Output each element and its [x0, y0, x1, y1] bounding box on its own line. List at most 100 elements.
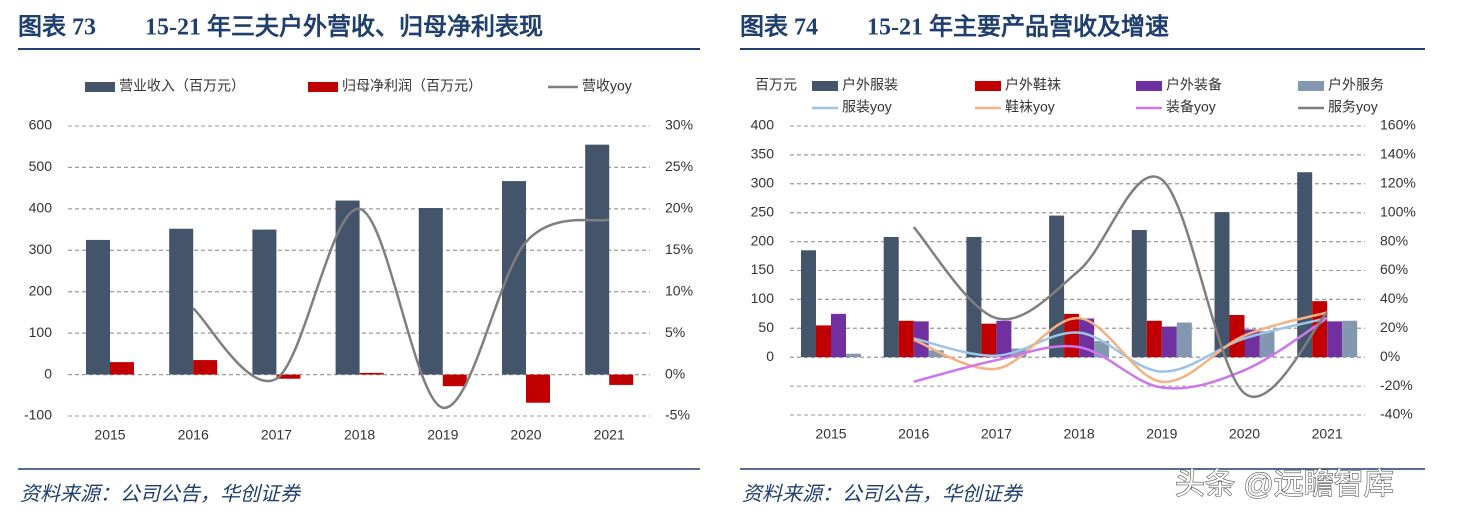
y-tick-label: 400: [29, 200, 53, 216]
y-tick-label: 400: [751, 117, 775, 133]
bar: [193, 360, 218, 375]
x-tick-label: 2020: [510, 427, 541, 443]
x-tick-label: 2015: [815, 426, 846, 442]
y-tick-label: 250: [751, 203, 775, 219]
bar: [981, 323, 997, 358]
bar: [110, 362, 134, 375]
x-tick-label: 2015: [94, 427, 125, 443]
y2-tick-label: -40%: [1380, 406, 1413, 422]
watermark: 头条 @远瞻智库: [1175, 468, 1394, 501]
bar: [1214, 212, 1230, 358]
legend-swatch: [975, 81, 1001, 91]
bar: [1297, 172, 1313, 358]
bar: [1259, 331, 1275, 358]
y-tick-label: 150: [751, 261, 775, 277]
y2-tick-label: 10%: [665, 282, 693, 298]
y-tick-label: 100: [29, 324, 53, 340]
y2-tick-label: 80%: [1380, 232, 1408, 248]
legend-swatch: [1136, 81, 1162, 91]
y2-tick-label: -5%: [665, 407, 690, 423]
y2-tick-label: 120%: [1380, 175, 1416, 191]
legend-label: 鞋袜yoy: [1005, 99, 1055, 115]
x-tick-label: 2018: [1064, 426, 1095, 442]
x-tick-label: 2019: [1146, 426, 1177, 442]
legend-label: 营业收入（百万元）: [119, 78, 245, 94]
line-series: [913, 311, 1328, 384]
figure-number: 图表 74: [740, 14, 818, 41]
legend-label: 户外鞋袜: [1005, 77, 1061, 93]
x-tick-label: 2019: [427, 427, 458, 443]
x-tick-label: 2018: [344, 427, 375, 443]
bar: [846, 353, 861, 358]
legend-label: 户外服装: [842, 77, 898, 93]
legend-swatch: [1298, 81, 1324, 91]
bar: [898, 320, 914, 358]
y2-tick-label: 5%: [665, 324, 685, 340]
y-tick-label: 300: [29, 241, 53, 257]
source-note: 资料来源：公司公告，华创证券: [20, 484, 302, 506]
line-series: [913, 316, 1328, 373]
legend-label: 装备yoy: [1166, 99, 1216, 115]
x-tick-label: 2016: [898, 426, 929, 442]
x-tick-label: 2016: [178, 427, 209, 443]
x-tick-label: 2021: [594, 427, 625, 443]
bar: [169, 228, 194, 375]
bar: [996, 320, 1012, 358]
y-tick-label: 350: [751, 146, 775, 162]
y-tick-label: 50: [758, 319, 774, 335]
y-unit: 百万元: [755, 77, 797, 93]
y-tick-label: -100: [24, 407, 52, 423]
line-series: [192, 207, 610, 409]
y2-tick-label: 30%: [665, 117, 693, 133]
bar: [816, 325, 831, 358]
bar: [1342, 320, 1358, 358]
y2-tick-label: 40%: [1380, 290, 1408, 306]
x-tick-label: 2021: [1312, 426, 1343, 442]
legend-swatch: [812, 81, 838, 91]
y2-tick-label: 0%: [665, 365, 685, 381]
bar: [928, 350, 944, 358]
legend-label: 营收yoy: [582, 78, 632, 94]
y-tick-label: 200: [751, 232, 775, 248]
bar: [801, 250, 816, 358]
legend-label: 服装yoy: [842, 99, 892, 115]
figure-number: 图表 73: [18, 14, 96, 41]
bar: [1146, 320, 1162, 358]
bar: [252, 229, 277, 375]
bar: [609, 374, 634, 385]
bar: [1161, 326, 1177, 358]
bar: [1176, 322, 1192, 358]
x-tick-label: 2017: [981, 426, 1012, 442]
line-series: [912, 175, 1329, 398]
bar: [883, 236, 899, 358]
x-tick-label: 2017: [261, 427, 292, 443]
y2-tick-label: 160%: [1380, 117, 1416, 133]
y2-tick-label: 20%: [665, 200, 693, 216]
y-tick-label: 500: [29, 158, 53, 174]
bar: [359, 372, 384, 375]
bar: [1049, 215, 1065, 358]
legend-swatch: [85, 82, 115, 92]
y2-tick-label: 15%: [665, 241, 693, 257]
legend-label: 服务yoy: [1328, 99, 1378, 115]
bar: [831, 313, 846, 358]
bar: [1131, 230, 1147, 358]
chart-title: 15-21 年主要产品营收及增速: [867, 13, 1169, 41]
y2-tick-label: -20%: [1380, 377, 1413, 393]
bar: [966, 236, 982, 358]
x-tick-label: 2020: [1229, 426, 1260, 442]
bar: [418, 208, 443, 375]
bar: [1327, 321, 1343, 358]
bar: [526, 374, 550, 403]
y2-tick-label: 60%: [1380, 261, 1408, 277]
legend-label: 户外装备: [1166, 77, 1222, 93]
y-tick-label: 600: [29, 117, 53, 133]
y2-tick-label: 100%: [1380, 203, 1416, 219]
chart-title: 15-21 年三夫户外营收、归母净利表现: [145, 13, 543, 41]
y-tick-label: 100: [751, 290, 775, 306]
legend-swatch: [308, 82, 338, 92]
y-tick-label: 0: [766, 348, 774, 364]
y2-tick-label: 20%: [1380, 319, 1408, 335]
legend-label: 归母净利润（百万元）: [342, 78, 482, 94]
